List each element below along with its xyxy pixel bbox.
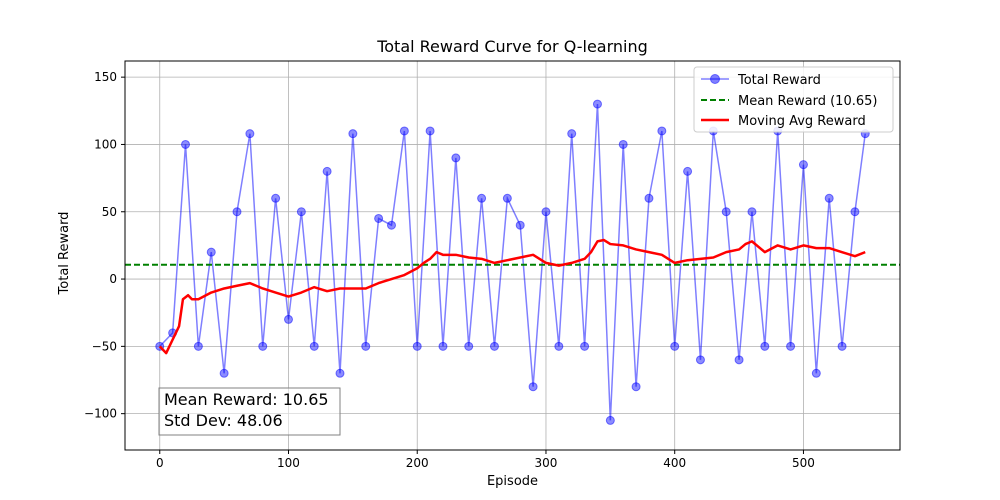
total-reward-point xyxy=(451,153,461,163)
total-reward-point xyxy=(386,220,396,230)
axes-frame xyxy=(124,60,901,451)
legend-box xyxy=(693,66,894,133)
y-tick-label: 50 xyxy=(102,205,117,219)
total-reward-point xyxy=(219,368,229,378)
total-reward-point xyxy=(348,129,358,139)
total-reward-point xyxy=(747,207,757,217)
stats-annotation: Mean Reward: 10.65 Std Dev: 48.06 xyxy=(158,387,341,436)
total-reward-point xyxy=(824,193,834,203)
total-reward-line xyxy=(159,104,866,421)
total-reward-point xyxy=(412,341,422,351)
total-reward-point xyxy=(670,341,680,351)
y-tick-label: 100 xyxy=(94,137,117,151)
total-reward-point xyxy=(541,207,551,217)
x-tick-label: 300 xyxy=(535,456,558,470)
total-reward-point xyxy=(477,193,487,203)
total-reward-point xyxy=(438,341,448,351)
x-axis-label: Episode xyxy=(487,474,538,489)
total-reward-point xyxy=(245,129,255,139)
y-tick-label: 0 xyxy=(109,272,117,286)
total-reward-point xyxy=(258,341,268,351)
legend-total-reward-label: Total Reward xyxy=(737,73,821,88)
total-reward-point xyxy=(618,139,628,149)
total-reward-point xyxy=(631,382,641,392)
total-reward-point xyxy=(502,193,512,203)
moving-avg-line xyxy=(158,238,866,355)
chart-title: Total Reward Curve for Q-learning xyxy=(376,37,648,56)
total-reward-point xyxy=(399,126,409,136)
total-reward-point xyxy=(271,193,281,203)
total-reward-point xyxy=(592,99,602,109)
total-reward-point xyxy=(489,341,499,351)
legend-moving-avg-label: Moving Avg Reward xyxy=(738,114,866,129)
x-tick-label: 200 xyxy=(406,456,429,470)
total-reward-point xyxy=(206,247,216,257)
legend: Total Reward Mean Reward (10.65) Moving … xyxy=(693,66,894,133)
total-reward-point xyxy=(283,314,293,324)
total-reward-point xyxy=(837,341,847,351)
total-reward-point xyxy=(193,341,203,351)
total-reward-point xyxy=(181,139,191,149)
total-reward-point xyxy=(322,166,332,176)
total-reward-point xyxy=(786,341,796,351)
x-tick-label: 0 xyxy=(156,456,164,470)
x-tick-label: 400 xyxy=(663,456,686,470)
total-reward-point xyxy=(567,129,577,139)
legend-mean-reward-label: Mean Reward (10.65) xyxy=(738,94,877,109)
total-reward-point xyxy=(425,126,435,136)
y-tick-label: 150 xyxy=(94,70,117,84)
legend-total-reward-marker xyxy=(710,74,720,84)
x-tick-label: 100 xyxy=(277,456,300,470)
total-reward-point xyxy=(760,341,770,351)
total-reward-point xyxy=(361,341,371,351)
y-tick-label: −50 xyxy=(92,339,117,353)
total-reward-point xyxy=(580,341,590,351)
stats-box xyxy=(158,387,341,436)
total-reward-point xyxy=(734,355,744,365)
total-reward-point xyxy=(644,193,654,203)
total-reward-point xyxy=(798,160,808,170)
total-reward-point xyxy=(695,355,705,365)
total-reward-point xyxy=(515,220,525,230)
total-reward-point xyxy=(335,368,345,378)
std-dev-text: Std Dev: 48.06 xyxy=(164,411,283,430)
total-reward-point xyxy=(657,126,667,136)
total-reward-point xyxy=(374,213,384,223)
total-reward-point xyxy=(528,382,538,392)
total-reward-point xyxy=(296,207,306,217)
y-axis-label: Total Reward xyxy=(57,212,72,296)
mean-reward-text: Mean Reward: 10.65 xyxy=(164,390,329,409)
plot-area: 0 100 200 300 400 500 −100 −50 0 50 100 150 xyxy=(84,60,901,470)
total-reward-point xyxy=(554,341,564,351)
total-reward-point xyxy=(811,368,821,378)
total-reward-point xyxy=(850,207,860,217)
total-reward-point xyxy=(683,166,693,176)
total-reward-point xyxy=(232,207,242,217)
y-tick-label: −100 xyxy=(84,407,117,421)
x-tick-label: 500 xyxy=(792,456,815,470)
total-reward-point xyxy=(464,341,474,351)
total-reward-point xyxy=(721,207,731,217)
total-reward-point xyxy=(605,415,615,425)
total-reward-point xyxy=(309,341,319,351)
